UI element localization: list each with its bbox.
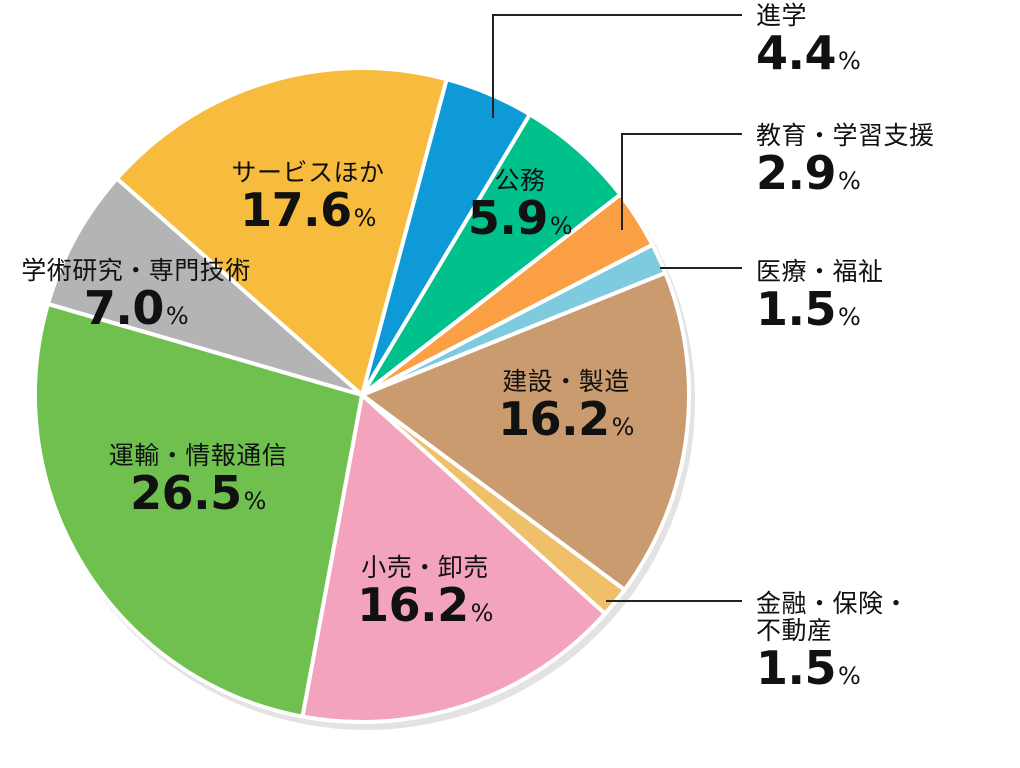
value-number: 4.4: [756, 26, 837, 80]
label-slice-5: 建設・製造 16.2%: [498, 367, 634, 444]
value-label: 5.9%: [467, 191, 573, 246]
value-label: 26.5%: [109, 469, 288, 517]
pie-slices: [33, 66, 691, 724]
value-number: 16.2: [498, 392, 610, 447]
label-slice-10: サービスほか 17.6%: [231, 158, 385, 235]
value-number: 7.0: [83, 281, 165, 336]
value-label: 4.4%: [756, 26, 861, 80]
value-label: 16.2%: [357, 581, 493, 629]
value-number: 17.6: [240, 183, 352, 238]
percent-sign: %: [838, 167, 861, 195]
value-label: 2.9%: [756, 146, 935, 200]
leader-line-1: [492, 14, 742, 118]
pie-slice-10: [114, 66, 449, 397]
category-label: 進学: [756, 1, 808, 30]
category-label: 建設・製造: [502, 367, 630, 396]
label-slice-9: 学術研究・専門技術 7.0%: [21, 256, 251, 333]
leader-line-3: [621, 133, 742, 230]
value-label: 16.2%: [498, 395, 634, 443]
label-slice-3: 教育・学習支援 2.9%: [756, 122, 935, 199]
value-number: 1.5: [756, 641, 837, 695]
percent-sign: %: [838, 662, 861, 690]
callout-leader-lines: [492, 14, 742, 602]
category-label: 運輸・情報通信: [108, 441, 288, 470]
percent-sign: %: [549, 212, 573, 241]
category-label: 教育・学習支援: [756, 121, 935, 150]
label-slice-4: 医療・福祉 1.5%: [756, 258, 884, 335]
label-slice-1: 進学 4.4%: [756, 1, 861, 80]
category-label: 医療・福祉: [756, 257, 884, 286]
percent-sign: %: [611, 413, 635, 442]
label-slice-7: 小売・卸売 16.2%: [357, 553, 493, 630]
percent-sign: %: [165, 302, 189, 331]
category-label: 公務: [494, 166, 546, 195]
pie-slice-7: [300, 393, 608, 724]
category-label: サービスほか: [231, 158, 385, 187]
category-label: 不動産: [756, 616, 833, 645]
percent-sign: %: [838, 47, 861, 75]
percent-sign: %: [353, 204, 377, 233]
category-label: 学術研究・専門技術: [21, 256, 251, 285]
percent-sign: %: [838, 303, 861, 331]
value-number: 5.9: [467, 191, 549, 246]
category-label: 金融・保険・: [756, 589, 910, 618]
value-label: 1.5%: [756, 282, 884, 336]
value-label: 17.6%: [231, 186, 384, 234]
pie-slice-5: [360, 270, 691, 592]
value-number: 16.2: [357, 578, 469, 633]
value-label: 1.5%: [756, 641, 909, 695]
label-slice-8: 運輸・情報通信 26.5%: [108, 441, 288, 518]
label-slice-2: 公務 5.9%: [467, 166, 573, 246]
value-number: 1.5: [756, 282, 837, 336]
pie-slice-8: [33, 301, 364, 719]
pie-slice-2: [360, 112, 623, 397]
label-slice-6: 金融・保険・ 不動産 1.5%: [756, 590, 909, 694]
value-number: 2.9: [756, 146, 837, 200]
pie-slice-9: [45, 176, 364, 397]
category-label: 小売・卸売: [361, 553, 489, 582]
value-number: 26.5: [130, 466, 242, 521]
percent-sign: %: [243, 487, 267, 516]
value-label: 7.0%: [21, 284, 251, 332]
percent-sign: %: [470, 599, 494, 628]
